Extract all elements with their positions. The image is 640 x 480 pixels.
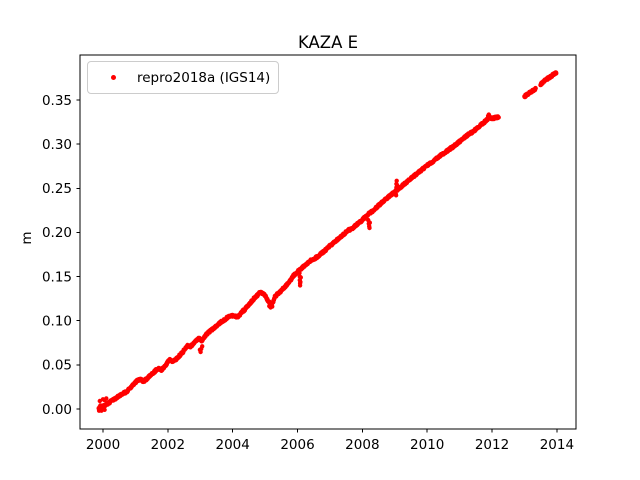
legend-label: repro2018a (IGS14) bbox=[137, 69, 271, 86]
y-tick-label: 0.30 bbox=[42, 137, 72, 153]
x-tick-label: 2014 bbox=[540, 437, 574, 453]
y-tick-label: 0.00 bbox=[42, 402, 72, 418]
x-tick-label: 2002 bbox=[151, 437, 185, 453]
x-tick-label: 2010 bbox=[410, 437, 444, 453]
scatter-series-points bbox=[96, 70, 559, 413]
y-axis: 0.00 0.05 0.10 0.15 0.20 0.25 0.30 0.35 bbox=[42, 93, 80, 418]
x-tick-label: 2006 bbox=[280, 437, 314, 453]
y-tick-label: 0.05 bbox=[42, 358, 72, 374]
x-tick-label: 2000 bbox=[86, 437, 120, 453]
plot-frame bbox=[79, 54, 577, 430]
y-tick-label: 0.35 bbox=[42, 93, 72, 109]
x-tick-label: 2008 bbox=[345, 437, 379, 453]
chart-title: KAZA E bbox=[297, 33, 359, 52]
x-axis: 2000 2002 2004 2006 2008 2010 2012 2014 bbox=[86, 429, 574, 453]
y-tick-label: 0.20 bbox=[42, 225, 72, 241]
x-tick-label: 2012 bbox=[475, 437, 509, 453]
legend-marker-dot-icon bbox=[111, 75, 116, 80]
legend: repro2018a (IGS14) bbox=[87, 61, 279, 94]
y-tick-label: 0.15 bbox=[42, 269, 72, 285]
y-tick-label: 0.10 bbox=[42, 313, 72, 329]
x-tick-label: 2004 bbox=[216, 437, 250, 453]
y-tick-label: 0.25 bbox=[42, 181, 72, 197]
